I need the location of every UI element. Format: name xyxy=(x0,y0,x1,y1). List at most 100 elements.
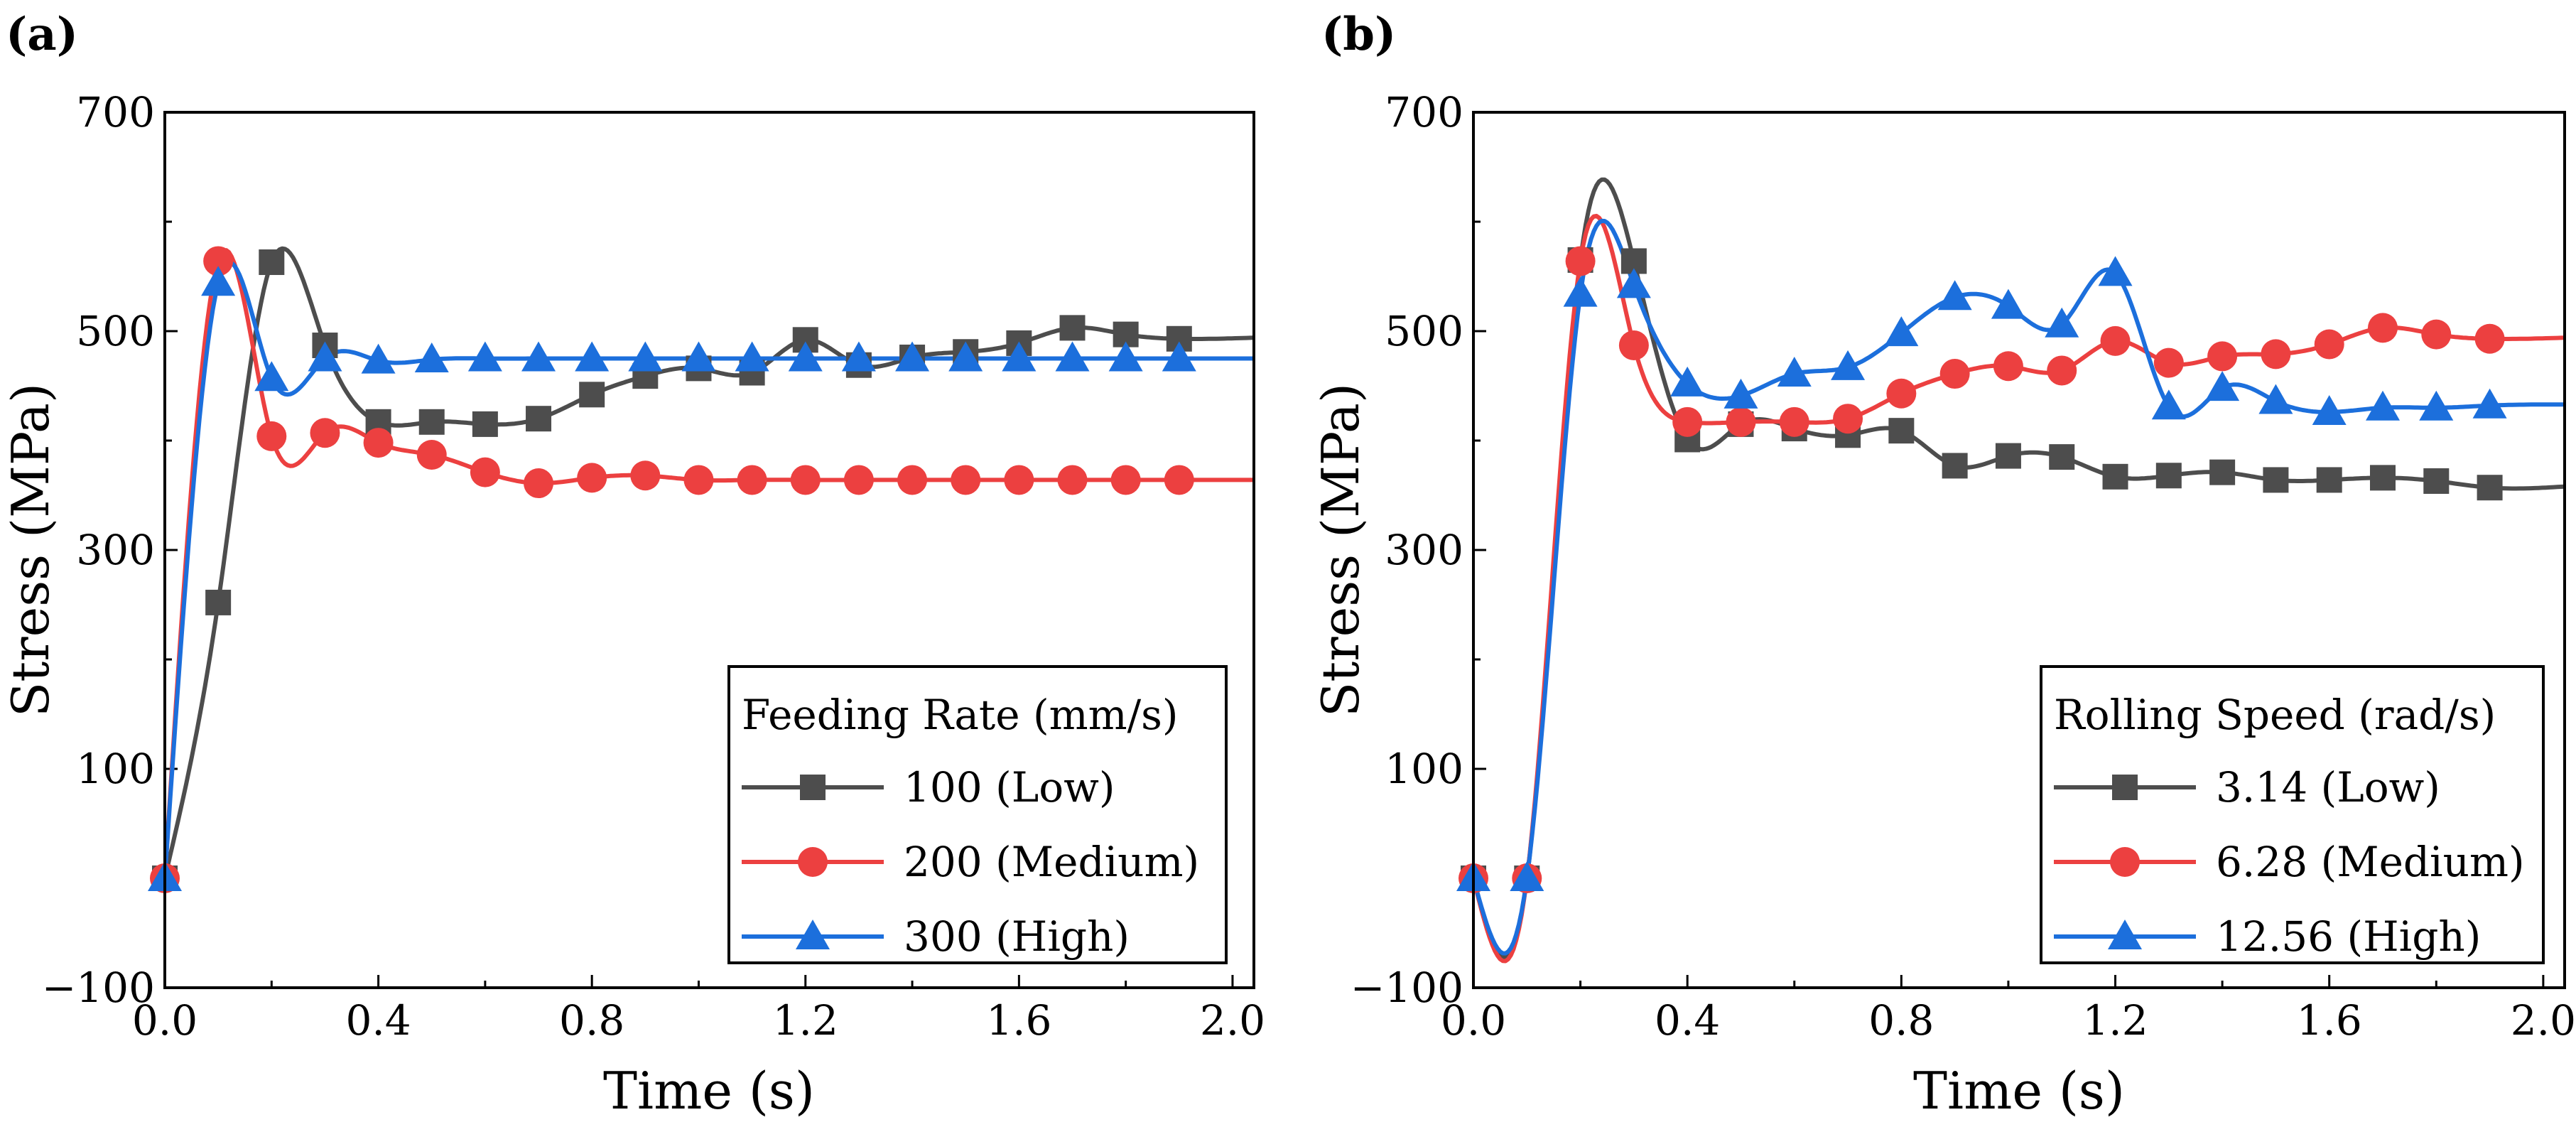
data-point xyxy=(203,246,234,276)
data-point xyxy=(2316,467,2342,493)
data-point xyxy=(472,411,498,437)
legend-title: Rolling Speed (rad/s) xyxy=(2054,691,2496,739)
data-point xyxy=(2045,307,2079,338)
data-point xyxy=(1777,357,1812,387)
data-point xyxy=(895,341,930,372)
data-point xyxy=(1110,465,1141,495)
legend: Rolling Speed (rad/s) 3.14 (Low) 6.28 (Med… xyxy=(2040,665,2545,964)
data-point xyxy=(2421,319,2452,350)
data-point xyxy=(737,465,767,495)
data-point xyxy=(630,460,661,491)
legend-entry: 12.56 (High) xyxy=(2216,912,2481,961)
data-point xyxy=(2098,256,2133,286)
data-point xyxy=(735,341,769,372)
x-tick-label: 0.4 xyxy=(345,996,411,1045)
x-tick-label: 1.2 xyxy=(773,996,838,1045)
data-point xyxy=(2366,390,2400,421)
plot-frame xyxy=(163,111,1255,989)
data-point xyxy=(254,361,289,392)
legend-box xyxy=(2040,665,2545,964)
x-tick-label: 1.2 xyxy=(2082,996,2148,1045)
data-point xyxy=(416,440,447,470)
data-point xyxy=(2258,384,2293,414)
data-point xyxy=(2472,388,2507,419)
data-point xyxy=(1937,280,1972,311)
data-point xyxy=(2047,355,2077,386)
data-point xyxy=(841,341,876,372)
data-point xyxy=(1057,465,1088,495)
data-point xyxy=(790,465,821,495)
data-point xyxy=(1055,341,1090,372)
series-markers xyxy=(1459,246,2505,893)
data-point xyxy=(2100,325,2131,356)
data-point xyxy=(2153,347,2184,378)
data-point xyxy=(467,341,502,372)
data-point xyxy=(363,428,394,458)
y-tick-label: −100 xyxy=(1351,964,1463,1012)
data-point xyxy=(2207,341,2238,372)
x-axis-title: Time (s) xyxy=(603,1061,815,1121)
data-point xyxy=(1886,378,1917,409)
data-point xyxy=(521,341,556,372)
y-tick-label: 700 xyxy=(76,88,155,136)
data-point xyxy=(1618,330,1649,361)
data-point xyxy=(1779,406,1809,437)
x-tick-label: 0.8 xyxy=(1868,996,1934,1045)
data-point xyxy=(1002,341,1037,372)
y-tick-label: −100 xyxy=(42,964,155,1012)
data-point xyxy=(1991,289,2025,319)
legend-entry: 6.28 (Medium) xyxy=(2216,838,2525,886)
legend-marker xyxy=(800,775,826,800)
data-point xyxy=(414,343,449,373)
data-point xyxy=(2474,323,2505,354)
data-point xyxy=(843,465,874,495)
panel-a: (a) Time (s) Stress (MPa) 700 500 300 100 −1… xyxy=(1,8,1265,1121)
data-point xyxy=(1565,246,1596,276)
data-point xyxy=(1726,406,1756,437)
data-point xyxy=(2419,390,2454,421)
data-point xyxy=(1510,861,1544,891)
panel-b: (b) Time (s) Stress (MPa) 700 500 300 100 −1… xyxy=(1311,8,2576,1121)
data-point xyxy=(788,341,823,372)
data-point xyxy=(2423,468,2450,494)
y-axis-title: Stress (MPa) xyxy=(1,383,60,717)
x-tick-label: 2.0 xyxy=(1200,996,1265,1045)
data-point xyxy=(683,465,714,495)
data-point xyxy=(2368,313,2398,343)
x-tick-label: 1.6 xyxy=(2297,996,2362,1045)
legend-title: Feeding Rate (mm/s) xyxy=(742,691,1179,739)
data-point xyxy=(1672,406,1703,437)
legend-entry: 100 (Low) xyxy=(904,763,1115,811)
data-point xyxy=(1563,276,1598,307)
data-point xyxy=(1833,404,1863,434)
y-tick-label: 100 xyxy=(1385,745,1463,793)
data-point xyxy=(2477,475,2503,501)
data-point xyxy=(1995,443,2021,469)
data-point xyxy=(1888,418,1915,444)
x-tick-label: 0.0 xyxy=(1441,996,1506,1045)
data-point xyxy=(2102,463,2128,490)
data-point xyxy=(205,589,232,615)
data-point xyxy=(1939,359,1970,389)
legend-entry: 300 (High) xyxy=(904,912,1130,961)
y-axis-title: Stress (MPa) xyxy=(1311,383,1370,717)
data-point xyxy=(2370,465,2396,491)
data-point xyxy=(2261,339,2291,370)
panel-label: (a) xyxy=(6,8,78,61)
data-point xyxy=(2314,329,2344,360)
data-point xyxy=(575,341,610,372)
legend-marker xyxy=(796,920,830,949)
data-point xyxy=(1884,316,1919,347)
legend: Feeding Rate (mm/s) 100 (Low) 200 (Medium)… xyxy=(727,665,1228,964)
legend-marker xyxy=(2110,847,2140,877)
data-point xyxy=(1723,378,1758,409)
data-point xyxy=(2209,459,2236,485)
legend-entry: 200 (Medium) xyxy=(904,838,1199,886)
data-point xyxy=(259,249,285,275)
y-tick-label: 300 xyxy=(1385,526,1463,574)
data-point xyxy=(897,465,928,495)
data-point xyxy=(1162,341,1196,372)
data-point xyxy=(951,465,981,495)
data-point xyxy=(361,343,396,374)
